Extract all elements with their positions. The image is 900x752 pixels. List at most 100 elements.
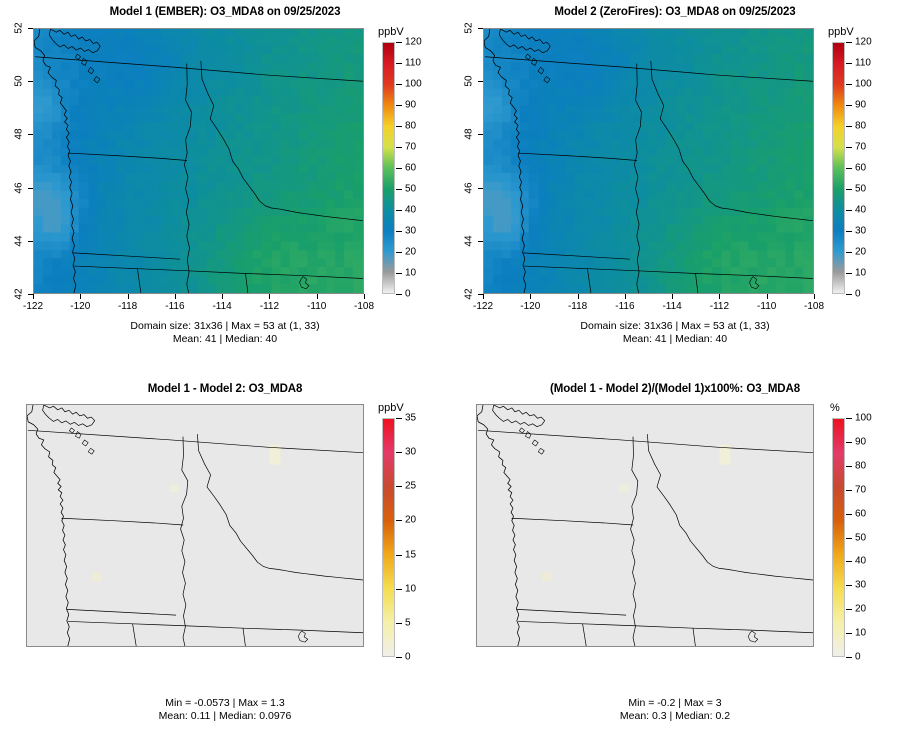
y-tick-label: 50 — [463, 75, 475, 87]
colorbar-tick-label: 80 — [405, 120, 417, 132]
colorbar-tick-label: 30 — [405, 446, 417, 458]
map-plot-pctdiff[interactable] — [476, 404, 814, 647]
colorbar-tick-label: 60 — [855, 162, 867, 174]
colorbar-tick-label: 20 — [405, 246, 417, 258]
y-tick-label: 50 — [13, 75, 25, 87]
x-tick-label: -120 — [70, 301, 91, 312]
colorbar-unit-absdiff: ppbV — [378, 402, 404, 414]
colorbar-tick-label: 25 — [405, 480, 417, 492]
x-tick-label: -116 — [615, 301, 635, 312]
colorbar-tick-label: 20 — [855, 603, 867, 615]
y-tick-label: 46 — [13, 182, 25, 194]
panel-model2: Model 2 (ZeroFires): O3_MDA8 on 09/25/20… — [450, 0, 900, 376]
colorbar-tick-label: 0 — [855, 651, 861, 663]
colorbar-tick-label: 10 — [405, 583, 417, 595]
map-plot-model1[interactable] — [33, 28, 364, 294]
colorbar-tick-label: 70 — [405, 141, 417, 153]
colorbar-unit-model1: ppbV — [378, 26, 404, 38]
y-axis-model1: 42 44 46 48 50 52 — [0, 0, 450, 376]
colorbar-tick-label: 15 — [405, 549, 417, 561]
y-tick-label: 46 — [463, 182, 475, 194]
colorbar-tick-label: 0 — [405, 651, 411, 663]
x-tick-label: -120 — [520, 301, 541, 312]
panel-title-model2: Model 2 (ZeroFires): O3_MDA8 on 09/25/20… — [554, 6, 796, 18]
ozone-raster-model2 — [484, 29, 813, 293]
colorbar-tick-label: 40 — [855, 204, 867, 216]
y-tick-label: 52 — [463, 22, 475, 34]
x-tick-label: -110 — [307, 301, 327, 312]
colorbar-tick-label: 90 — [405, 99, 417, 111]
x-tick-label: -116 — [165, 301, 185, 312]
x-tick-label: -122 — [472, 301, 494, 312]
x-tick-label: -108 — [353, 301, 375, 312]
caption-line2-model2: Mean: 41 | Median: 40 — [622, 333, 728, 345]
colorbar-tick-label: 120 — [405, 36, 422, 48]
caption-line1-model1: Domain size: 31x36 | Max = 53 at (1, 33) — [130, 320, 320, 332]
colorbar-tick-label: 50 — [855, 532, 867, 543]
colorbar-tick-label: 110 — [405, 57, 421, 69]
colorbar-tick-label: 80 — [855, 460, 867, 472]
map-boundaries-model1 — [34, 29, 363, 293]
colorbar-strip-model2 — [832, 42, 845, 294]
panel-percent-difference: (Model 1 - Model 2)/(Model 1)x100%: O3_M… — [450, 376, 900, 752]
x-axis-model2: -122 -120 -118 -116 -114 -112 -110 -108 — [450, 0, 900, 376]
colorbar-unit-pctdiff: % — [830, 402, 840, 414]
colorbar-tick-label: 40 — [855, 555, 867, 567]
ozone-raster-model1 — [34, 29, 363, 293]
x-tick-label: -118 — [117, 301, 138, 312]
map-plot-absdiff[interactable] — [26, 404, 364, 647]
colorbar-tick-label: 100 — [855, 78, 872, 90]
caption-line1-model2: Domain size: 31x36 | Max = 53 at (1, 33) — [580, 320, 770, 332]
x-tick-label: -118 — [567, 301, 588, 312]
colorbar-tick-label: 30 — [855, 225, 867, 237]
x-tick-label: -110 — [757, 301, 777, 312]
colorbar-strip-pctdiff — [832, 418, 845, 657]
colorbar-tick-label: 90 — [855, 99, 867, 111]
colorbar-tick-label: 50 — [405, 183, 417, 195]
map-plot-model2[interactable] — [483, 28, 814, 294]
colorbar-tick-label: 35 — [405, 412, 417, 424]
x-tick-label: -112 — [709, 301, 730, 312]
y-tick-label: 44 — [13, 235, 25, 247]
x-tick-label: -114 — [662, 301, 682, 312]
x-axis-model1: -122 -120 -118 -116 -114 -112 -110 -108 — [0, 0, 450, 376]
x-tick-label: -114 — [212, 301, 232, 312]
colorbar-tick-label: 70 — [855, 141, 867, 153]
panel-absolute-difference: Model 1 - Model 2: O3_MDA8 Min = -0.0573… — [0, 376, 450, 752]
colorbar-tick-label: 20 — [405, 514, 417, 526]
y-tick-label: 42 — [463, 288, 475, 300]
colorbar-tick-label: 60 — [405, 162, 417, 174]
colorbar-tick-label: 110 — [855, 57, 871, 69]
colorbar-tick-label: 80 — [855, 120, 867, 132]
caption-line2-model1: Mean: 41 | Median: 40 — [172, 333, 278, 345]
x-tick-label: -112 — [259, 301, 280, 312]
colorbar-strip-absdiff — [382, 418, 395, 657]
y-tick-label: 48 — [463, 128, 475, 140]
colorbar-tick-label: 70 — [855, 484, 867, 496]
difference-raster-pctdiff — [477, 405, 813, 646]
colorbar-tick-label: 100 — [855, 412, 872, 424]
colorbar-tick-label: 40 — [405, 204, 417, 216]
colorbar-strip-model1 — [382, 42, 395, 294]
map-boundaries-pctdiff — [477, 405, 813, 646]
panel-model1: Model 1 (EMBER): O3_MDA8 on 09/25/2023 -… — [0, 0, 450, 376]
caption-line1-absdiff: Min = -0.0573 | Max = 1.3 — [165, 697, 285, 709]
x-tick-label: -108 — [803, 301, 825, 312]
colorbar-tick-label: 30 — [855, 579, 867, 591]
y-tick-label: 44 — [463, 235, 475, 247]
colorbar-tick-label: 0 — [405, 288, 411, 300]
panel-title-pctdiff: (Model 1 - Model 2)/(Model 1)x100%: O3_M… — [549, 383, 801, 395]
caption-line2-pctdiff: Mean: 0.3 | Median: 0.2 — [619, 710, 731, 722]
y-tick-label: 52 — [13, 22, 25, 34]
y-tick-label: 48 — [13, 128, 25, 140]
colorbar-tick-label: 90 — [855, 436, 867, 448]
colorbar-tick-label: 100 — [405, 78, 422, 90]
panel-title-absdiff: Model 1 - Model 2: O3_MDA8 — [147, 383, 303, 395]
colorbar-tick-label: 5 — [405, 617, 411, 629]
panel-title-model1: Model 1 (EMBER): O3_MDA8 on 09/25/2023 — [109, 6, 341, 18]
colorbar-tick-label: 10 — [855, 267, 867, 279]
caption-line2-absdiff: Mean: 0.11 | Median: 0.0976 — [158, 710, 292, 722]
colorbar-tick-label: 10 — [405, 267, 417, 279]
colorbar-unit-model2: ppbV — [828, 26, 854, 38]
y-axis-model2: 42 44 46 48 50 52 — [450, 0, 900, 376]
